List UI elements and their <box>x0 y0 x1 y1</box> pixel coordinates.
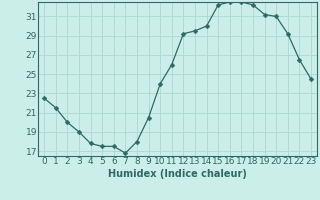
X-axis label: Humidex (Indice chaleur): Humidex (Indice chaleur) <box>108 169 247 179</box>
